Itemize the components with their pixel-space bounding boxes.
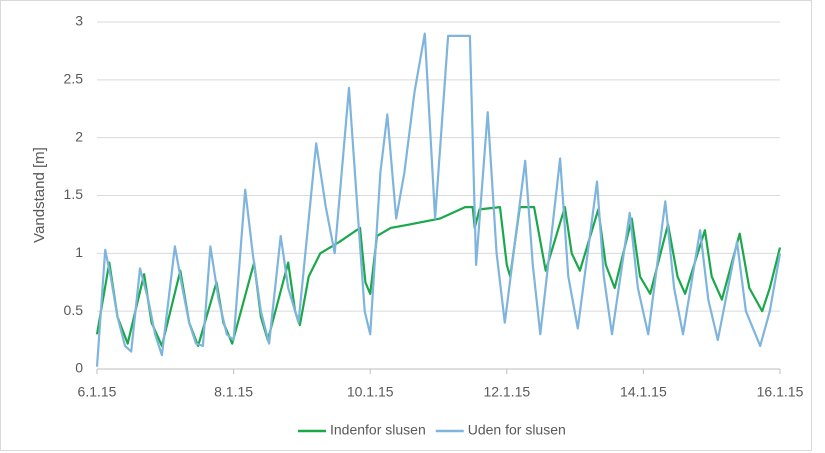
x-tick-label: 6.1.15 (78, 384, 117, 400)
y-tick-label: 0.5 (64, 302, 84, 318)
y-tick-label: 3 (75, 13, 83, 29)
x-tick-label: 8.1.15 (214, 384, 253, 400)
y-tick-label: 2.5 (64, 71, 84, 87)
x-tick-label: 10.1.15 (347, 384, 394, 400)
y-tick-label: 1 (75, 244, 83, 260)
x-tick-label: 12.1.15 (483, 384, 530, 400)
x-tick-label: 14.1.15 (620, 384, 667, 400)
y-tick-label: 1.5 (64, 186, 84, 202)
series-line (95, 32, 782, 367)
y-axis-label: Vandstand [m] (31, 147, 48, 243)
y-tick-label: 0 (75, 360, 83, 376)
legend-label: Uden for slusen (468, 422, 566, 438)
series-line (95, 206, 782, 347)
x-tick-label: 16.1.15 (757, 384, 804, 400)
y-tick-label: 2 (75, 128, 83, 144)
legend-label: Indenfor slusen (330, 422, 426, 438)
